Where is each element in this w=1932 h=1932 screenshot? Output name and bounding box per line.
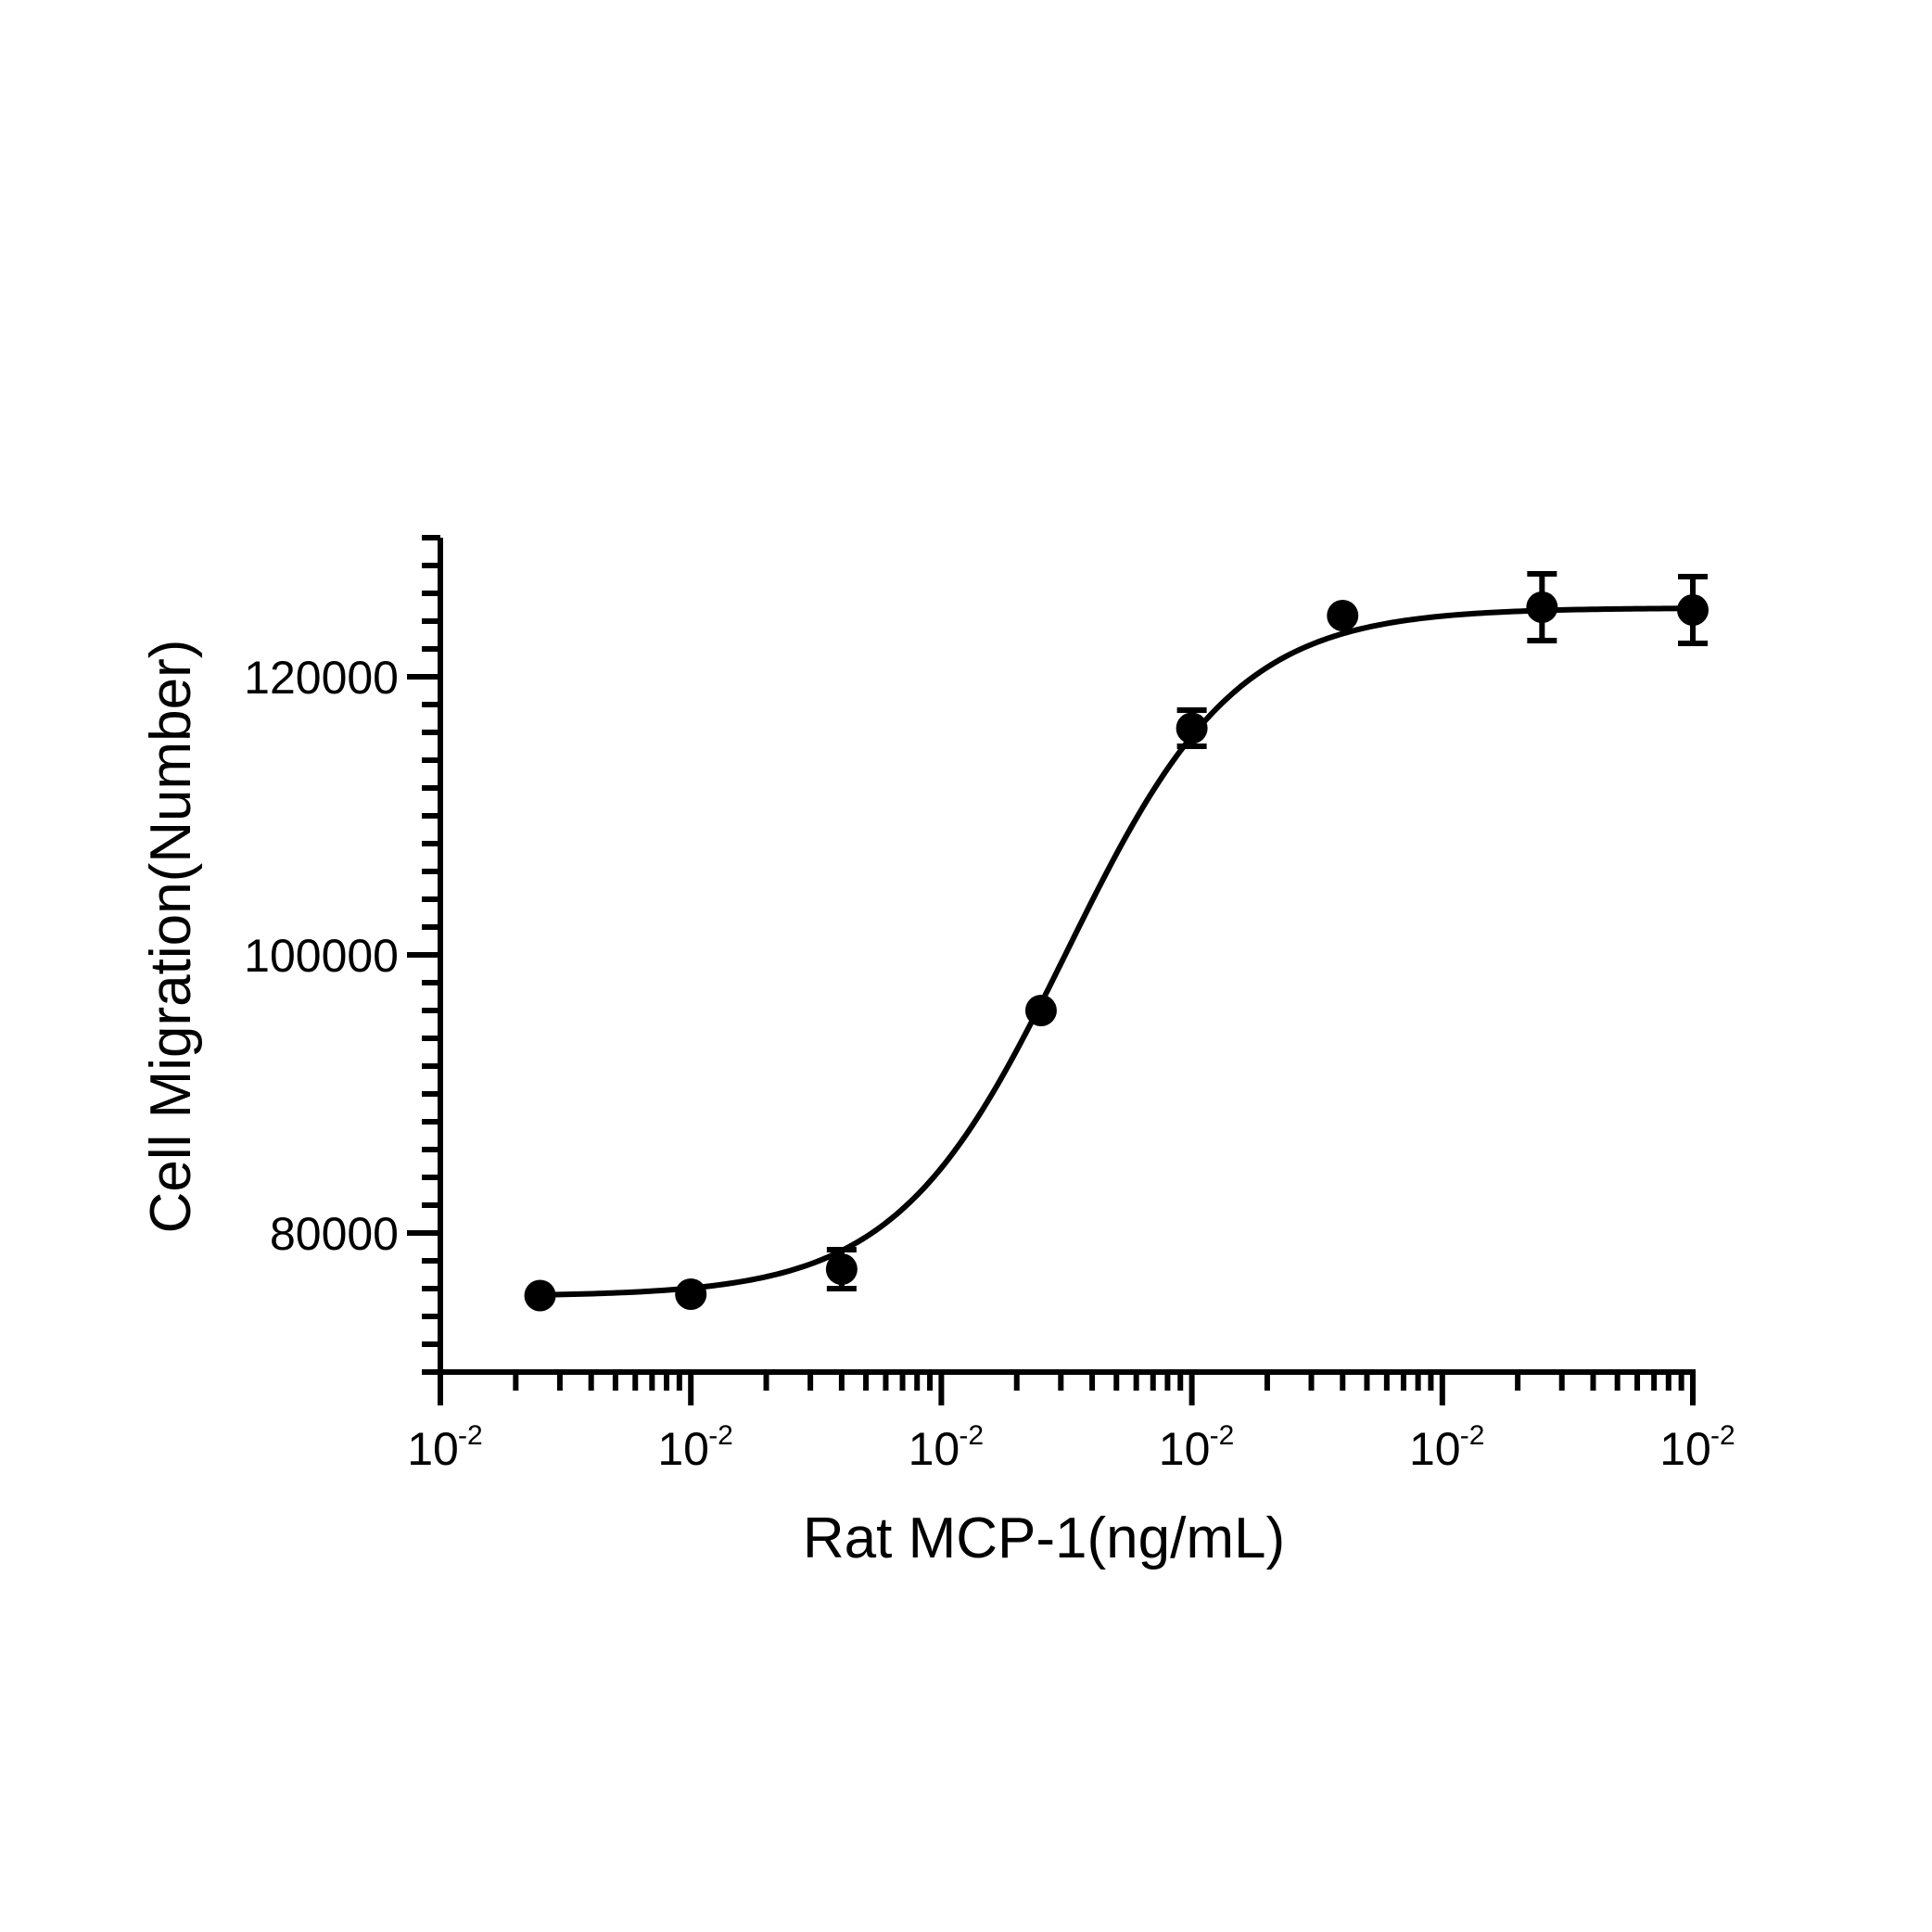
data-point xyxy=(1677,594,1709,626)
x-tick-label: 10 xyxy=(1659,1423,1711,1475)
data-point xyxy=(1024,995,1057,1026)
y-tick-label: 80000 xyxy=(270,1208,399,1260)
x-tick-exponent: -2 xyxy=(708,1420,733,1451)
y-axis: 80000 100000 120000 xyxy=(244,535,443,1375)
data-point xyxy=(825,1253,858,1285)
x-tick-exponent: -2 xyxy=(1460,1420,1485,1451)
x-tick-exponent: -2 xyxy=(1710,1420,1735,1451)
x-tick-exponent: -2 xyxy=(458,1420,483,1451)
data-point xyxy=(1176,712,1208,744)
data-points-layer xyxy=(524,571,1709,1312)
x-tick-label: 10 xyxy=(657,1423,709,1475)
fit-curve-layer xyxy=(540,605,1694,1298)
fit-curve xyxy=(540,605,1694,1298)
data-point xyxy=(1327,600,1359,631)
y-tick-label: 100000 xyxy=(244,930,399,982)
x-axis-title: Rat MCP-1(ng/mL) xyxy=(803,1506,1285,1570)
x-tick-exponent: -2 xyxy=(959,1420,984,1451)
x-tick-exponent: -2 xyxy=(1210,1420,1235,1451)
x-tick-label: 10 xyxy=(1409,1423,1461,1475)
data-point xyxy=(1526,591,1558,623)
y-tick-label: 120000 xyxy=(244,652,399,704)
data-point xyxy=(524,1279,556,1312)
x-axis: 10 -2 10 -2 10 -2 10 -2 10 -2 10 -2 xyxy=(407,1369,1735,1475)
x-tick-label: 10 xyxy=(407,1423,459,1475)
data-point xyxy=(675,1278,707,1310)
x-tick-label: 10 xyxy=(1159,1423,1211,1475)
y-axis-title: Cell Migration(Number) xyxy=(139,640,203,1234)
x-tick-label: 10 xyxy=(909,1423,960,1475)
